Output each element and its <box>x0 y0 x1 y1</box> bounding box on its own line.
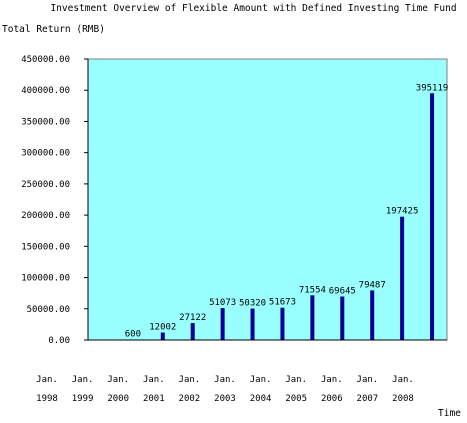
x-category-label: 2006 <box>321 394 343 404</box>
y-tick-label: 150000.00 <box>21 242 70 252</box>
plot-area <box>87 58 448 341</box>
data-label: 69645 <box>329 287 356 297</box>
x-category-label: 2003 <box>214 394 236 404</box>
y-tick-label: 100000.00 <box>21 274 70 284</box>
bar <box>250 308 255 340</box>
y-tick-label: 200000.00 <box>21 211 70 221</box>
x-category-label: Jan. <box>36 375 58 385</box>
y-tick-label: 0.00 <box>48 336 70 346</box>
bar <box>340 296 345 340</box>
bar <box>430 93 435 340</box>
data-label: 600 <box>125 330 141 340</box>
x-category-label: Jan. <box>285 375 307 385</box>
x-category-label: Jan. <box>72 375 94 385</box>
bar <box>160 332 165 340</box>
x-category-label: 2000 <box>107 394 129 404</box>
x-category-label: Jan. <box>143 375 165 385</box>
data-label: 395119 <box>416 83 449 93</box>
x-category-label: 2007 <box>357 394 379 404</box>
y-tick-label: 400000.00 <box>21 86 70 96</box>
x-category-label: 2005 <box>285 394 307 404</box>
data-label: 51073 <box>209 298 236 308</box>
bar <box>400 216 405 340</box>
bar <box>280 307 285 340</box>
x-category-label: 2001 <box>143 394 165 404</box>
x-category-label: Jan. <box>214 375 236 385</box>
data-label: 51673 <box>269 298 296 308</box>
bar <box>370 290 375 340</box>
data-label: 50320 <box>239 299 266 309</box>
data-label: 197425 <box>386 207 419 217</box>
y-axis-title: Total Return (RMB) <box>2 24 105 35</box>
y-axis: 0.00 50000.00 100000.00 150000.00 200000.00 2… <box>21 55 89 346</box>
x-axis-title: Time <box>438 408 461 419</box>
x-category-label: Jan. <box>392 375 414 385</box>
x-category-label: Jan. <box>321 375 343 385</box>
bar <box>310 295 315 340</box>
bar <box>220 308 225 340</box>
bars <box>130 93 435 340</box>
data-label: 27122 <box>179 313 206 323</box>
data-label: 79487 <box>359 280 386 290</box>
y-tick-label: 300000.00 <box>21 149 70 159</box>
y-tick-label: 350000.00 <box>21 117 70 127</box>
x-category-label: Jan. <box>357 375 379 385</box>
data-label: 12002 <box>149 323 176 333</box>
x-category-label: Jan. <box>250 375 272 385</box>
data-label: 71554 <box>299 285 326 295</box>
x-category-label: Jan. <box>107 375 129 385</box>
y-tick-label: 250000.00 <box>21 180 70 190</box>
x-axis: Jan. 1998 Jan. 1999 Jan. 2000 Jan. 2001 Jan. 2002… <box>36 339 447 404</box>
x-category-label: 1998 <box>36 394 58 404</box>
x-category-label: Jan. <box>179 375 201 385</box>
x-category-label: 2004 <box>250 394 272 404</box>
y-tick-label: 450000.00 <box>21 55 70 65</box>
x-category-label: 2008 <box>392 394 414 404</box>
bar <box>190 323 195 340</box>
y-tick-label: 50000.00 <box>27 305 70 315</box>
chart-title: Investment Overview of Flexible Amount w… <box>50 3 457 14</box>
x-category-label: 1999 <box>72 394 94 404</box>
x-category-label: 2002 <box>179 394 201 404</box>
